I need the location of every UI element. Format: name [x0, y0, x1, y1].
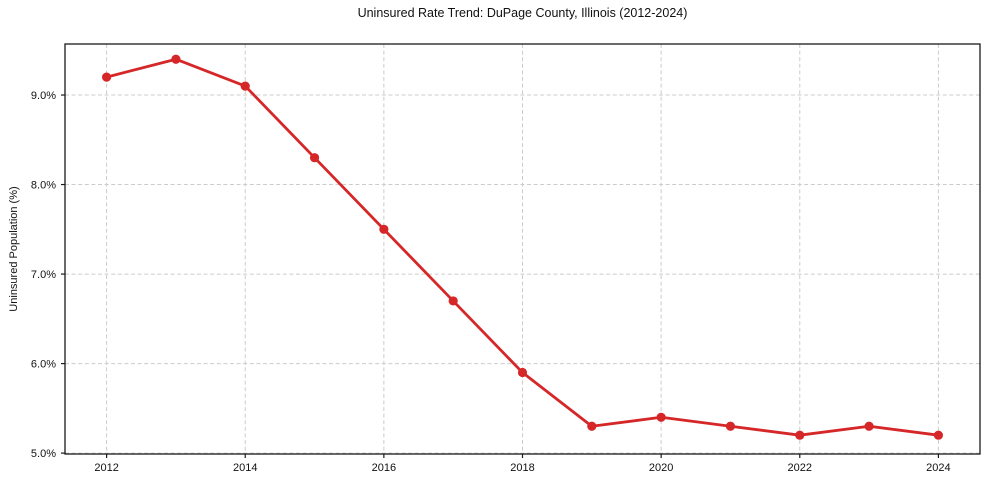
data-point	[171, 54, 181, 64]
x-tick-label: 2022	[788, 462, 812, 474]
y-tick-label: 9.0%	[31, 90, 56, 102]
y-tick-label: 7.0%	[31, 269, 56, 281]
x-tick-label: 2012	[94, 462, 118, 474]
y-tick-label: 6.0%	[31, 359, 56, 371]
x-tick-label: 2014	[233, 462, 257, 474]
y-tick-label: 8.0%	[31, 180, 56, 192]
data-point	[101, 72, 112, 82]
x-tick-label: 2024	[926, 462, 950, 474]
data-point	[517, 367, 528, 378]
data-point	[240, 81, 250, 91]
x-tick-label: 2020	[649, 462, 673, 474]
x-tick-label: 2016	[372, 462, 396, 474]
data-point	[309, 153, 320, 163]
trend-line	[105, 57, 940, 437]
data-point	[725, 421, 736, 431]
data-point	[795, 430, 805, 440]
data-point	[933, 430, 944, 440]
x-tick-label: 2018	[510, 462, 534, 474]
data-point	[656, 412, 666, 422]
data-point	[448, 296, 458, 306]
y-tick-label: 5.0%	[31, 448, 56, 460]
data-point	[379, 224, 389, 234]
data-point	[587, 421, 597, 431]
data-point	[864, 421, 874, 431]
chart-title: Uninsured Rate Trend: DuPage County, Ill…	[357, 6, 688, 20]
